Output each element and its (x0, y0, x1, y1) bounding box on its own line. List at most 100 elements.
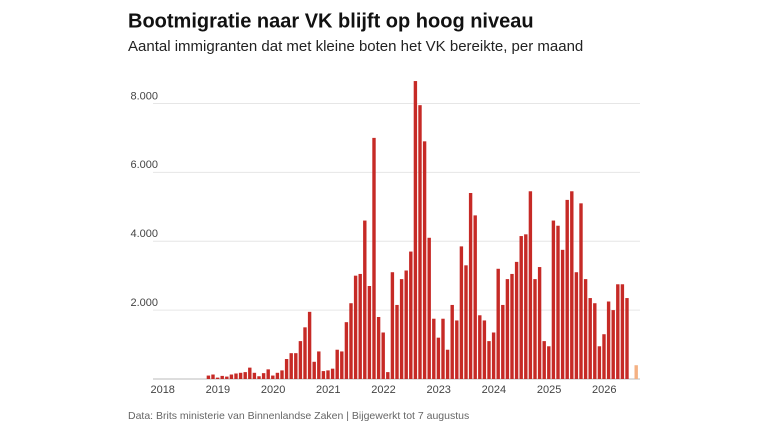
bar (427, 237, 431, 379)
bar (399, 279, 404, 379)
bar (211, 374, 215, 379)
bar (459, 246, 464, 379)
bar (275, 372, 280, 379)
bar (395, 304, 399, 379)
x-tick-label: 2024 (482, 384, 506, 396)
source-note: Data: Brits ministerie van Binnenlandse … (128, 410, 469, 422)
bar (363, 220, 367, 379)
bar (606, 301, 611, 379)
bar (570, 191, 574, 379)
bar (514, 261, 519, 379)
bar (432, 318, 436, 379)
y-tick-label: 6.000 (130, 159, 158, 171)
bar (307, 311, 312, 379)
bar (478, 315, 482, 379)
bar (284, 359, 289, 379)
bar (206, 375, 211, 379)
bar (468, 193, 473, 379)
bar (501, 304, 505, 379)
bar (519, 236, 523, 379)
bar (450, 304, 454, 379)
bar (367, 286, 372, 379)
bar (602, 334, 606, 379)
bar (229, 374, 234, 379)
bar (409, 251, 413, 379)
bar (441, 318, 445, 379)
bar (413, 81, 418, 380)
bar (560, 249, 565, 379)
bar (248, 367, 252, 379)
bar (574, 272, 579, 379)
bar (422, 141, 427, 379)
bar (225, 376, 229, 379)
bar (261, 373, 266, 379)
bar (298, 341, 303, 379)
bar (510, 273, 514, 379)
bar (464, 265, 468, 379)
bar (312, 361, 316, 379)
bar (344, 322, 349, 379)
bar (376, 317, 381, 379)
bar (620, 284, 625, 379)
bar (215, 377, 220, 379)
bar (381, 332, 385, 379)
bar (303, 327, 307, 379)
bar (445, 349, 450, 379)
bar (257, 376, 261, 379)
bar (524, 234, 528, 379)
bar (583, 279, 588, 379)
bar (340, 351, 344, 379)
bar (326, 370, 330, 379)
bar (243, 372, 247, 379)
bar (496, 268, 500, 379)
bar (579, 203, 583, 379)
chart-title: Bootmigratie naar VK blijft op hoog nive… (128, 10, 534, 32)
bar (625, 298, 629, 379)
y-tick-label: 8.000 (130, 90, 158, 102)
bar (473, 215, 477, 379)
bar (418, 105, 422, 380)
bar (386, 372, 390, 379)
bar (537, 267, 542, 379)
bar (289, 353, 293, 379)
bar (565, 199, 569, 379)
bar (482, 320, 487, 379)
bar (634, 365, 638, 379)
x-tick-label: 2023 (426, 384, 450, 396)
x-tick-label: 2018 (150, 384, 174, 396)
bar (252, 372, 257, 379)
y-tick-label: 4.000 (130, 228, 158, 240)
bar (616, 284, 620, 379)
bar (234, 373, 238, 379)
bar (597, 346, 602, 379)
bar (266, 369, 270, 379)
bar (551, 220, 556, 379)
bar (611, 310, 615, 379)
bar (321, 371, 326, 379)
chart-subtitle: Aantal immigranten dat met kleine boten … (128, 38, 583, 55)
bar (533, 279, 537, 379)
bar (335, 349, 339, 379)
bar (505, 279, 510, 379)
bar (294, 353, 298, 379)
x-tick-label: 2020 (261, 384, 285, 396)
bar (547, 346, 551, 379)
bar (593, 303, 597, 379)
y-tick-label: 2.000 (130, 297, 158, 309)
x-tick-label: 2021 (316, 384, 340, 396)
bar (455, 320, 459, 379)
bar (372, 137, 376, 379)
bar (353, 275, 358, 379)
bar (349, 303, 353, 379)
x-tick-label: 2022 (371, 384, 395, 396)
bar (487, 341, 491, 379)
bar (358, 273, 362, 379)
bar (330, 368, 335, 379)
bar (556, 225, 560, 379)
bar (542, 341, 546, 379)
bar (220, 375, 224, 379)
bar (238, 372, 243, 379)
bar (528, 191, 533, 379)
x-tick-label: 2026 (592, 384, 616, 396)
